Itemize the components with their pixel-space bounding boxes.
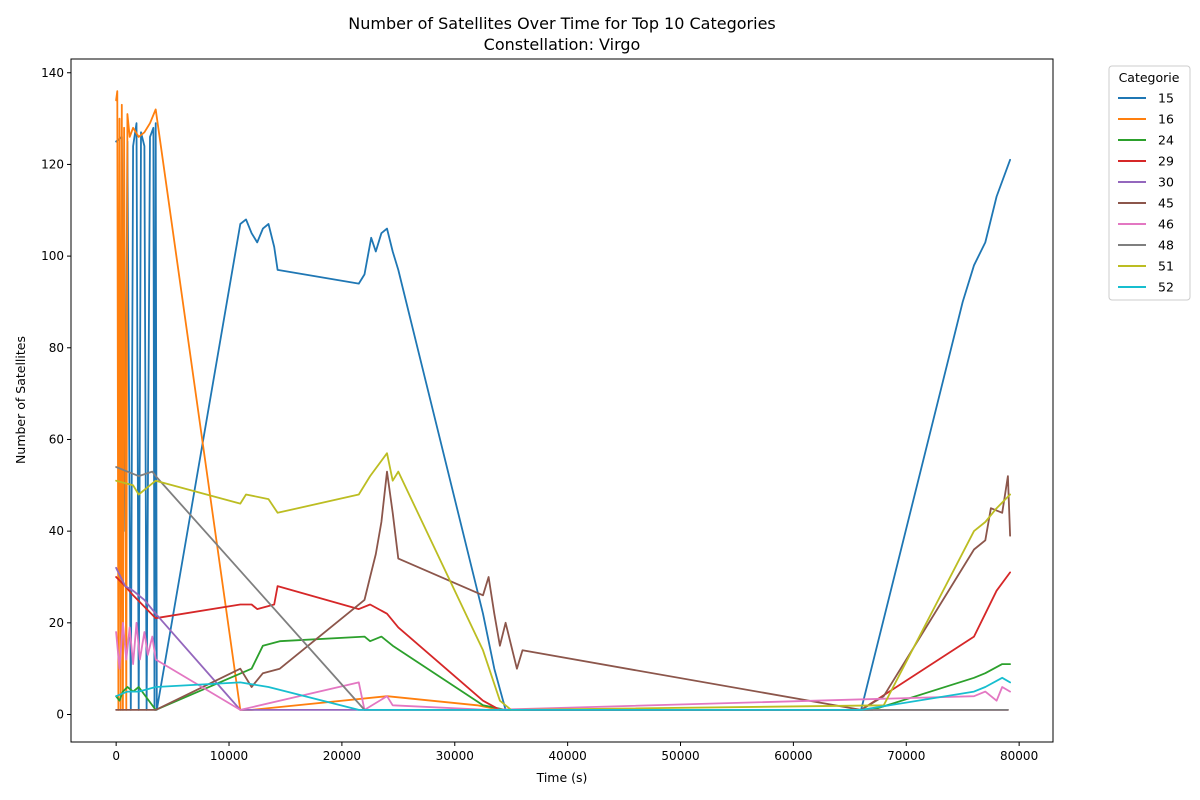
- legend-label-51: 51: [1158, 259, 1174, 274]
- legend-label-15: 15: [1158, 91, 1174, 106]
- series-line-15: [115, 122, 1011, 711]
- x-tick-label: 30000: [436, 749, 474, 763]
- legend-label-52: 52: [1158, 280, 1174, 295]
- x-tick-label: 0: [112, 749, 120, 763]
- chart-subtitle: Constellation: Virgo: [484, 35, 641, 54]
- y-tick-label: 120: [41, 157, 64, 171]
- x-tick-label: 40000: [549, 749, 587, 763]
- plot-frame: [70, 58, 1054, 743]
- plot-lines: [115, 90, 1011, 711]
- legend-label-30: 30: [1158, 175, 1174, 190]
- series-line-29: [115, 571, 1011, 711]
- series-line-24: [115, 635, 1011, 711]
- x-tick-label: 50000: [661, 749, 699, 763]
- chart-title: Number of Satellites Over Time for Top 1…: [348, 14, 776, 33]
- y-tick-label: 140: [41, 66, 64, 80]
- legend: Categorie 15 16 24 29 30 45 46 48 51 52: [1108, 65, 1191, 301]
- x-tick-label: 10000: [210, 749, 248, 763]
- legend-label-48: 48: [1158, 238, 1174, 253]
- y-tick-label: 20: [49, 616, 64, 630]
- y-tick-label: 100: [41, 249, 64, 263]
- series-line-51: [115, 452, 1011, 711]
- x-tick-label: 80000: [1000, 749, 1038, 763]
- series-line-46: [115, 621, 1011, 711]
- x-axis-label: Time (s): [536, 770, 588, 785]
- legend-box: [1108, 65, 1191, 301]
- x-axis: 0 10000 20000 30000 40000 50000 60000 70000 8000…: [112, 742, 1038, 763]
- legend-title: Categorie: [1119, 70, 1180, 85]
- legend-label-46: 46: [1158, 217, 1174, 232]
- x-tick-label: 20000: [323, 749, 361, 763]
- y-axis: 0 20 40 60 80 100 120 140: [41, 66, 71, 721]
- legend-items: 15 16 24 29 30 45 46 48 51 52: [1118, 91, 1174, 295]
- legend-label-45: 45: [1158, 196, 1174, 211]
- legend-label-16: 16: [1158, 112, 1174, 127]
- series-line-16: [115, 90, 1009, 711]
- series-line-45: [115, 470, 1011, 711]
- series-line-52: [115, 676, 1011, 711]
- y-tick-label: 40: [49, 524, 64, 538]
- y-tick-label: 80: [49, 341, 64, 355]
- x-tick-label: 60000: [774, 749, 812, 763]
- x-tick-label: 70000: [887, 749, 925, 763]
- legend-label-29: 29: [1158, 154, 1174, 169]
- y-tick-label: 0: [56, 707, 64, 721]
- legend-label-24: 24: [1158, 133, 1174, 148]
- y-axis-label: Number of Satellites: [13, 336, 28, 464]
- y-tick-label: 60: [49, 432, 64, 446]
